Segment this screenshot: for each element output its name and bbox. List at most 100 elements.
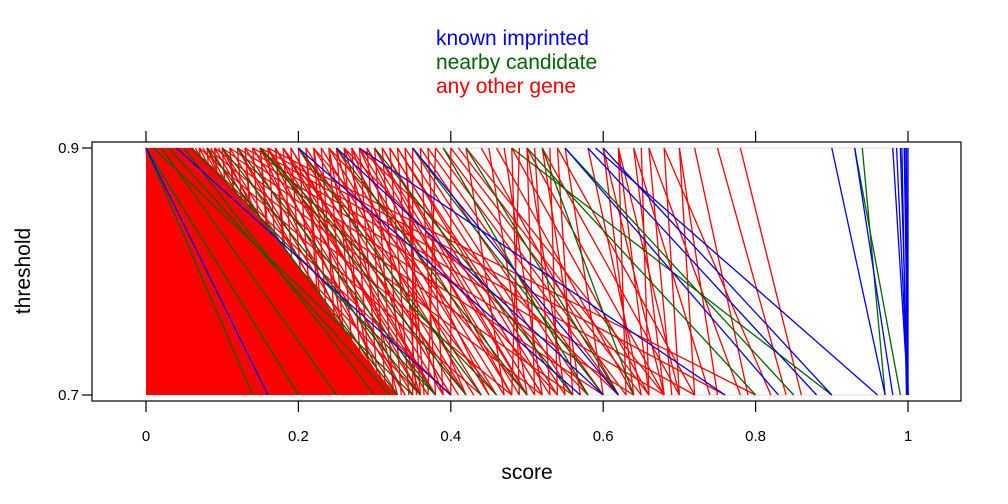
series-line — [183, 147, 204, 396]
legend-entry: nearby candidate — [436, 51, 597, 74]
series-line — [160, 147, 330, 396]
series-line — [526, 147, 757, 396]
series-line — [556, 147, 696, 396]
series-line — [149, 147, 193, 396]
series-line — [183, 147, 376, 396]
series-line — [297, 147, 581, 396]
series-line — [419, 147, 437, 396]
series-line — [694, 147, 749, 396]
y-tick-label: 0.7 — [58, 387, 79, 404]
series-line — [206, 147, 398, 396]
legend-entry: known imprinted — [436, 27, 589, 50]
x-tick-label: 0.2 — [288, 428, 309, 445]
series-line — [168, 147, 360, 396]
series-line — [541, 147, 635, 396]
series-line — [526, 147, 665, 396]
series-line — [549, 147, 559, 396]
series-line — [541, 147, 581, 396]
series-line — [297, 147, 482, 396]
series-line — [465, 147, 505, 396]
series-line — [427, 147, 444, 396]
series-line — [412, 147, 619, 396]
x-tick-label: 0.4 — [440, 428, 461, 445]
plot-frame — [91, 141, 962, 402]
series-line — [854, 147, 902, 396]
y-axis-title: threshold — [12, 228, 35, 314]
series-line — [267, 147, 756, 396]
series-line — [244, 147, 269, 396]
series-line — [229, 147, 604, 396]
series-line — [435, 147, 619, 396]
series-line — [412, 147, 604, 396]
series-line — [336, 147, 604, 396]
series-line — [221, 147, 421, 396]
series-line — [335, 147, 528, 396]
series-line — [259, 147, 467, 396]
series-line — [191, 147, 315, 396]
series-line — [343, 147, 421, 396]
series-line — [191, 147, 284, 396]
series-line — [297, 147, 452, 396]
series-line — [564, 147, 604, 396]
series-line — [564, 147, 795, 396]
series-line — [312, 147, 353, 396]
legend-entry: any other gene — [436, 75, 576, 98]
series-line — [259, 147, 497, 396]
series-line — [145, 147, 299, 396]
series-line — [495, 147, 635, 396]
series-line — [564, 147, 779, 396]
series-line — [274, 147, 300, 396]
series-line — [145, 147, 269, 396]
series-line — [854, 147, 894, 396]
series-line — [480, 147, 620, 396]
series-line — [602, 147, 665, 396]
x-axis-title: score — [501, 461, 552, 484]
series-line — [236, 147, 258, 396]
series-line — [374, 147, 513, 396]
series-line — [678, 147, 719, 396]
series-line — [160, 147, 338, 396]
series-line — [259, 147, 284, 396]
series-line — [587, 147, 818, 396]
series-line — [526, 147, 536, 396]
series-line — [358, 147, 619, 396]
series-line — [617, 147, 627, 396]
series-line — [236, 147, 437, 396]
series-line — [602, 147, 635, 396]
series-line — [358, 147, 380, 396]
series-line — [206, 147, 513, 396]
series-line — [176, 147, 452, 396]
series-line — [503, 147, 543, 396]
series-line — [595, 147, 878, 396]
x-tick-label: 1 — [904, 428, 912, 445]
x-tick-label: 0.8 — [745, 428, 766, 445]
legend: known imprinted nearby candidate any oth… — [436, 27, 597, 98]
series-line — [389, 147, 543, 396]
series-line — [206, 147, 315, 396]
series-line — [648, 147, 741, 396]
series-line — [648, 147, 673, 396]
series-line — [282, 147, 421, 396]
series-line — [831, 147, 886, 396]
series-line — [351, 147, 444, 396]
data-lines — [145, 147, 909, 396]
series-line — [145, 147, 162, 396]
series-line — [904, 147, 909, 396]
series-line — [374, 147, 574, 396]
series-line — [229, 147, 254, 396]
series-line — [419, 147, 589, 396]
series-line — [174, 147, 277, 396]
series-line — [901, 147, 908, 396]
series-line — [297, 147, 319, 396]
series-line — [213, 147, 239, 396]
series-line — [617, 147, 681, 396]
series-line — [236, 147, 376, 396]
x-tick-label: 0 — [142, 428, 150, 445]
series-line — [312, 147, 334, 396]
series-line — [282, 147, 303, 396]
series-line — [396, 147, 559, 396]
series-line — [381, 147, 528, 396]
series-line — [602, 147, 833, 396]
series-line — [739, 147, 802, 396]
